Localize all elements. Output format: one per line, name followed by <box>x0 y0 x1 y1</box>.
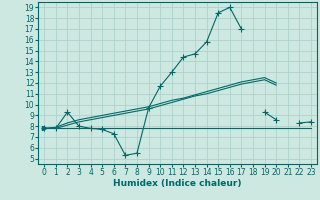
X-axis label: Humidex (Indice chaleur): Humidex (Indice chaleur) <box>113 179 242 188</box>
